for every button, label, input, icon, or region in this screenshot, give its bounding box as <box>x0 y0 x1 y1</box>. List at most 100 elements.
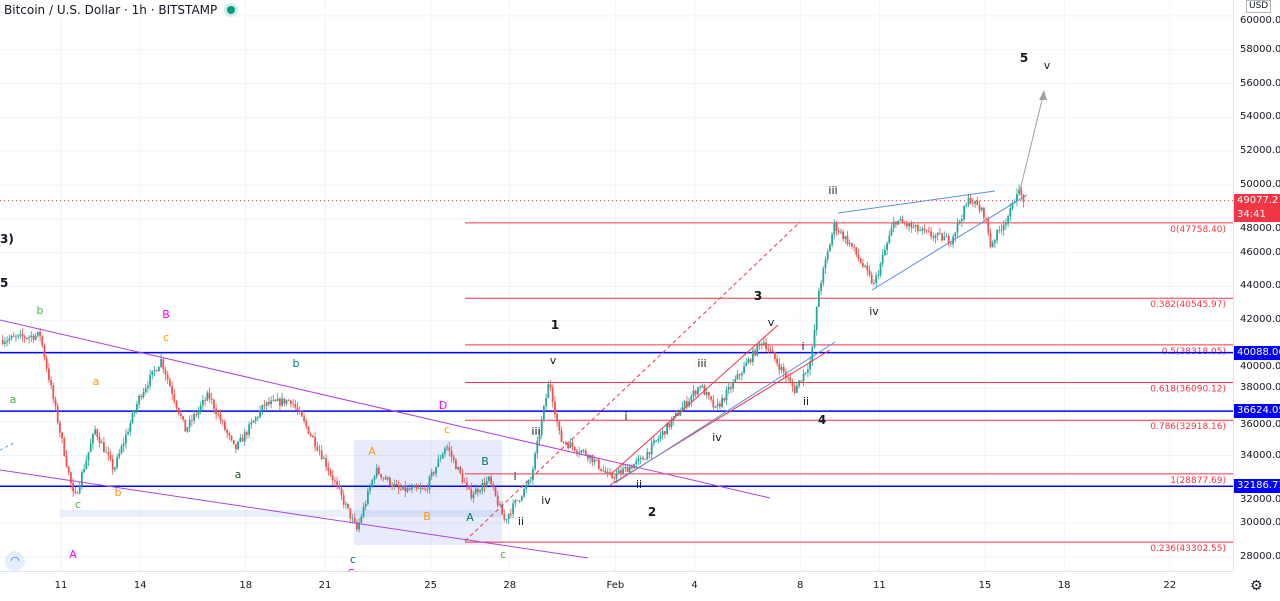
time-tick-label: 11 <box>54 580 68 591</box>
candle-body <box>857 254 860 259</box>
wave-label: iv <box>869 305 879 318</box>
wave-label: B <box>423 510 431 523</box>
candle-body <box>1011 202 1014 209</box>
candle-body <box>195 414 198 415</box>
candle-body <box>153 370 156 372</box>
candle-body <box>353 517 356 523</box>
candle-body <box>191 419 193 421</box>
candle-body <box>375 467 378 477</box>
candle-body <box>109 454 112 460</box>
time-tick-label: 11 <box>873 580 886 591</box>
candle-body <box>754 350 756 356</box>
candle-body <box>525 484 528 489</box>
candle-body <box>521 496 523 501</box>
candle-body <box>334 480 336 482</box>
candle-body <box>298 410 301 412</box>
candle-body <box>446 447 448 449</box>
candle-body <box>631 466 633 469</box>
price-tick-label: 52000.00 <box>1240 145 1280 157</box>
time-tick-label: 25 <box>424 580 437 591</box>
candle-body <box>758 343 761 345</box>
wave-label: D <box>439 399 447 412</box>
candle-body <box>400 488 402 490</box>
candle-body <box>263 404 266 406</box>
last-price-tag: 49077.21 <box>1234 193 1280 208</box>
price-tick-label: 46000.00 <box>1240 246 1280 258</box>
candle-body <box>149 374 151 386</box>
candle-body <box>147 385 149 389</box>
candle-body <box>182 416 184 420</box>
wave-label: c <box>163 331 169 344</box>
candle-body <box>712 399 715 408</box>
candle-body <box>59 422 61 433</box>
candle-body <box>642 457 644 460</box>
candle-body <box>76 492 79 494</box>
candle-body <box>936 232 939 236</box>
candle-body <box>554 401 556 415</box>
candle-body <box>954 232 957 237</box>
candle-body <box>250 422 253 425</box>
settings-gear-icon[interactable]: ⚙ <box>1250 578 1263 594</box>
candle-body <box>853 246 855 248</box>
candle-body <box>820 282 822 291</box>
candle-body <box>499 504 501 506</box>
candle-body <box>10 335 13 339</box>
candle-body <box>276 398 279 402</box>
candle-body <box>611 474 613 478</box>
candle-body <box>265 401 268 406</box>
candle-body <box>419 488 422 490</box>
candle-body <box>378 467 380 475</box>
wave-label: i <box>513 470 516 483</box>
candle-body <box>173 394 176 402</box>
chart-canvas[interactable]: 0(47758.40) 0.236(43302.55) 0.382(40545.97… <box>0 0 1233 571</box>
candle-body <box>985 217 987 219</box>
candle-body <box>906 223 908 227</box>
candle-body <box>492 484 495 488</box>
candle-body <box>186 427 189 432</box>
candle-body <box>17 335 19 337</box>
candle-body <box>268 401 270 405</box>
candle-body <box>323 458 325 459</box>
candle-body <box>941 233 943 241</box>
candle-body <box>890 228 893 236</box>
candle-body <box>48 368 50 381</box>
level-price-tag: 36624.05 <box>1234 404 1280 419</box>
wave-label: a <box>235 468 242 481</box>
candle-body <box>479 490 481 493</box>
candle-body <box>305 421 308 427</box>
time-axis[interactable]: 11 14 18 21 25 28 Feb 4 8 11 15 18 22 <box>0 571 1233 601</box>
symbol-title[interactable]: Bitcoin / U.S. Dollar · 1h · BITSTAMP <box>4 3 218 17</box>
candle-body <box>496 495 499 506</box>
candle-body <box>230 435 233 440</box>
candle-body <box>617 470 620 474</box>
candle-body <box>50 380 52 386</box>
candle-body <box>708 392 710 397</box>
candle-body <box>776 358 778 364</box>
candle-body <box>325 458 327 467</box>
candle-body <box>723 398 726 401</box>
price-axis[interactable]: 60000.00 58000.00 56000.00 54000.00 52000.00… <box>1233 0 1280 570</box>
candle-body <box>730 386 732 389</box>
candle-body <box>914 225 917 227</box>
candle-body <box>166 374 169 380</box>
candle-body <box>859 258 862 264</box>
candle-body <box>892 221 895 229</box>
fib-level-label: 0.236(43302.55) <box>1150 544 1226 554</box>
candle-body <box>584 450 587 455</box>
time-tick-label: 22 <box>1163 580 1177 591</box>
candle-body <box>969 197 972 204</box>
price-tick-label: 42000.00 <box>1240 314 1280 326</box>
candle-body <box>721 398 723 407</box>
candle-body <box>991 242 994 247</box>
candle-body <box>468 485 470 489</box>
candle-body <box>56 406 59 423</box>
tradingview-logo-icon[interactable]: ◠ <box>5 551 25 571</box>
time-tick-label: 21 <box>318 580 332 591</box>
candle-body <box>1022 194 1025 202</box>
candle-body <box>281 398 283 406</box>
candle-body <box>604 470 607 474</box>
candle-body <box>780 366 783 370</box>
candle-body <box>221 420 224 422</box>
candle-body <box>562 441 565 443</box>
currency-label[interactable]: USD <box>1246 0 1272 13</box>
